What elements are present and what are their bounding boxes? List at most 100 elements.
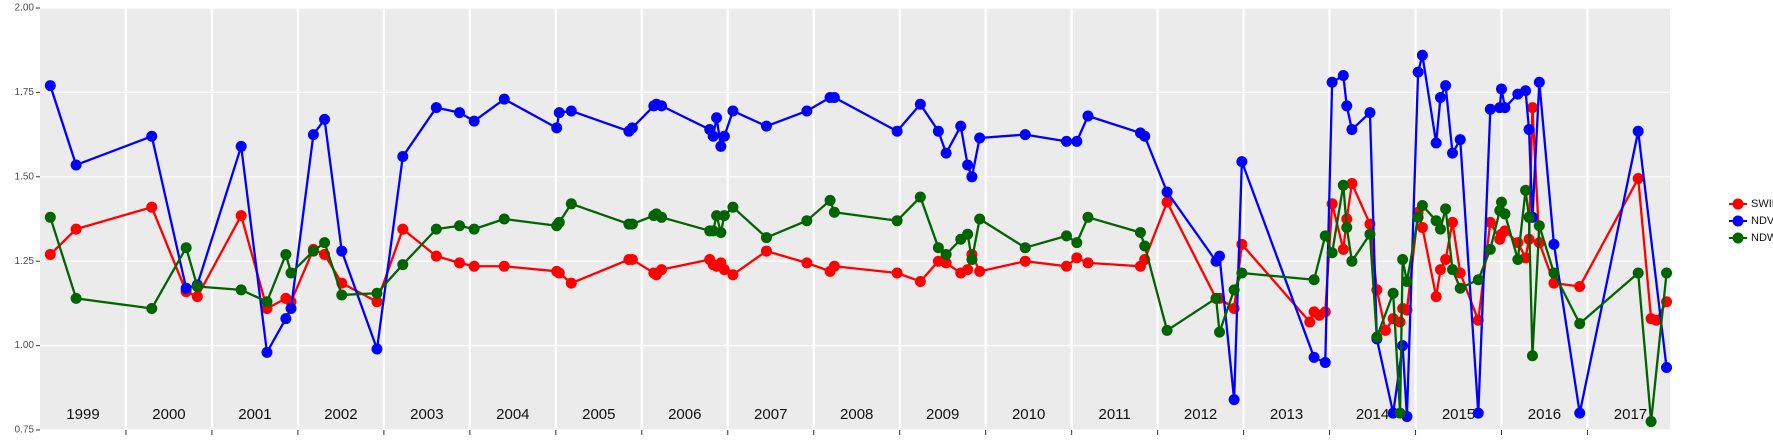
- data-point: [180, 282, 192, 294]
- data-point: [974, 132, 986, 144]
- x-tick-label: 2009: [926, 406, 959, 423]
- data-point: [70, 292, 82, 304]
- data-point: [307, 245, 319, 257]
- data-point: [1161, 186, 1173, 198]
- data-point: [1071, 252, 1083, 264]
- data-point: [498, 260, 510, 272]
- data-point: [727, 269, 739, 281]
- data-point: [1379, 324, 1391, 336]
- x-tick-label: 2015: [1442, 406, 1475, 423]
- data-point: [1499, 102, 1511, 114]
- data-point: [1134, 227, 1146, 239]
- data-point: [1526, 102, 1538, 114]
- data-point: [1082, 110, 1094, 122]
- data-point: [468, 115, 480, 127]
- data-point: [828, 206, 840, 218]
- data-point: [760, 232, 772, 244]
- data-point: [1499, 208, 1511, 220]
- data-point: [932, 242, 944, 254]
- data-point: [1523, 124, 1535, 136]
- data-point: [146, 302, 158, 314]
- data-point: [70, 159, 82, 171]
- data-point: [828, 91, 840, 103]
- data-point: [235, 210, 247, 222]
- data-point: [551, 122, 563, 134]
- data-point: [1341, 221, 1353, 233]
- data-point: [1430, 215, 1442, 227]
- data-point: [727, 201, 739, 213]
- data-point: [1082, 257, 1094, 269]
- data-point: [626, 254, 638, 266]
- data-point: [1082, 211, 1094, 223]
- data-point: [1214, 326, 1226, 338]
- data-point: [715, 227, 727, 239]
- data-point: [1326, 247, 1338, 259]
- data-point: [235, 140, 247, 152]
- data-point: [146, 130, 158, 142]
- data-point: [760, 245, 772, 257]
- x-tick-label: 2006: [668, 406, 701, 423]
- data-point: [235, 284, 247, 296]
- data-point: [711, 112, 723, 124]
- data-point: [1326, 76, 1338, 88]
- data-point: [1454, 134, 1466, 146]
- data-point: [1632, 125, 1644, 137]
- data-point: [146, 201, 158, 213]
- data-point: [498, 93, 510, 105]
- data-point: [1512, 254, 1524, 266]
- data-point: [801, 257, 813, 269]
- data-point: [430, 250, 442, 262]
- data-point: [371, 296, 383, 308]
- data-point: [1236, 267, 1248, 279]
- data-point: [891, 125, 903, 137]
- data-point: [1397, 254, 1409, 266]
- data-point: [1210, 292, 1222, 304]
- x-tick-label: 2003: [410, 406, 443, 423]
- data-point: [1446, 264, 1458, 276]
- legend-label: NDWI: [1751, 232, 1773, 244]
- data-point: [454, 257, 466, 269]
- data-point: [1060, 135, 1072, 147]
- data-point: [1412, 66, 1424, 78]
- data-point: [454, 107, 466, 119]
- data-point: [285, 302, 297, 314]
- data-point: [1440, 254, 1452, 266]
- data-point: [430, 102, 442, 114]
- data-point: [1495, 83, 1507, 95]
- data-point: [718, 130, 730, 142]
- x-tick-label: 2000: [152, 406, 185, 423]
- data-point: [707, 130, 719, 142]
- data-point: [801, 105, 813, 117]
- data-point: [1394, 407, 1406, 419]
- x-tick-label: 1999: [66, 406, 99, 423]
- data-point: [1434, 91, 1446, 103]
- data-point: [1319, 356, 1331, 368]
- data-point: [1454, 282, 1466, 294]
- data-point: [1060, 260, 1072, 272]
- data-point: [1337, 179, 1349, 191]
- data-point: [319, 113, 331, 125]
- data-point: [1446, 147, 1458, 159]
- data-point: [336, 289, 348, 301]
- data-point: [1161, 324, 1173, 336]
- data-point: [1416, 221, 1428, 233]
- data-point: [955, 120, 967, 132]
- data-point: [565, 105, 577, 117]
- data-point: [1139, 130, 1151, 142]
- data-point: [1394, 316, 1406, 328]
- data-point: [1304, 316, 1316, 328]
- data-point: [962, 228, 974, 240]
- x-tick-label: 2017: [1614, 406, 1647, 423]
- data-point: [718, 264, 730, 276]
- data-point: [1632, 267, 1644, 279]
- data-point: [336, 245, 348, 257]
- data-point: [44, 211, 56, 223]
- data-point: [626, 218, 638, 230]
- data-point: [565, 277, 577, 289]
- data-point: [1650, 314, 1662, 326]
- data-point: [1319, 230, 1331, 242]
- data-point: [319, 237, 331, 249]
- data-point: [454, 220, 466, 232]
- data-point: [180, 242, 192, 254]
